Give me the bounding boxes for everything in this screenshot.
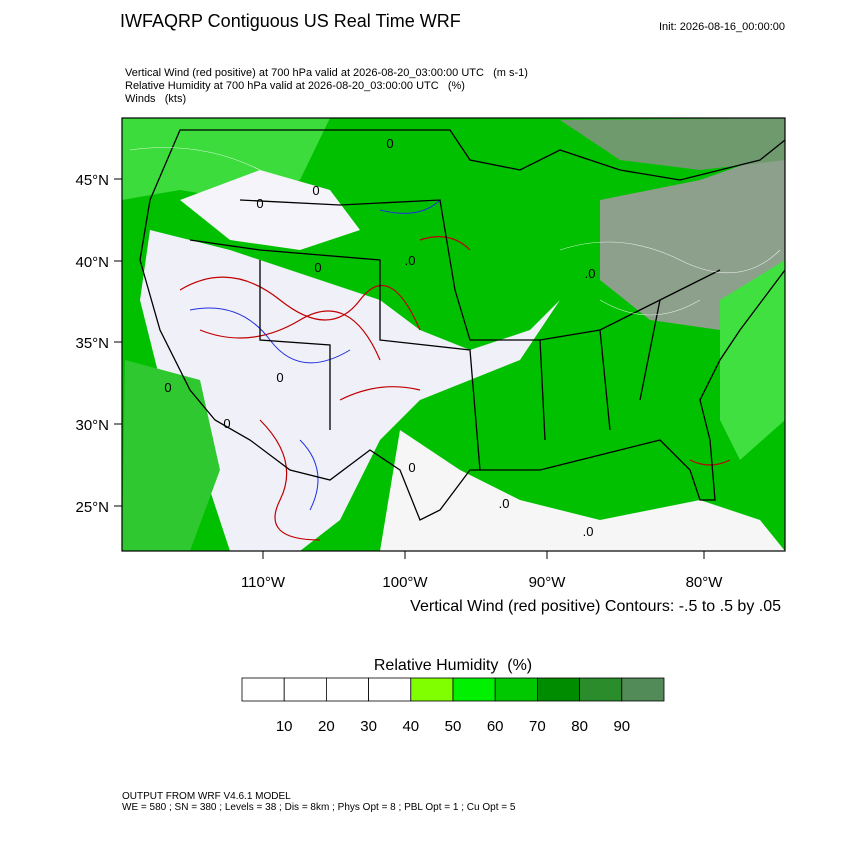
- contour-label: .0: [585, 266, 596, 281]
- subtitle: Vertical Wind (red positive) at 700 hPa …: [125, 67, 528, 79]
- contour-label: .0: [583, 524, 594, 539]
- contour-label: .0: [405, 253, 416, 268]
- subtitle: Winds (kts): [125, 93, 186, 105]
- colorbar-box: [494, 677, 538, 702]
- colorbar-label: 40: [402, 718, 419, 735]
- lon-label: 90°W: [529, 574, 567, 591]
- contour-label: 0: [256, 196, 263, 211]
- colorbar-box: [410, 677, 454, 702]
- contour-label: 0: [164, 380, 171, 395]
- title: IWFAQRP Contiguous US Real Time WRF: [120, 11, 461, 31]
- lat-label: 30°N: [75, 417, 109, 434]
- colorbar-box: [452, 677, 496, 702]
- contour-label: .0: [499, 496, 510, 511]
- colorbar-label: 10: [276, 718, 293, 735]
- lat-label: 45°N: [75, 172, 109, 189]
- contour-label: 0: [312, 183, 319, 198]
- contour-label: 0: [223, 416, 230, 431]
- colorbar-box: [283, 677, 327, 702]
- colorbar-label: 60: [487, 718, 504, 735]
- init-time: Init: 2026-08-16_00:00:00: [659, 21, 785, 33]
- lat-label: 25°N: [75, 499, 109, 516]
- colorbar-box: [241, 677, 285, 702]
- contour-info: Vertical Wind (red positive) Contours: -…: [410, 598, 781, 615]
- colorbar-label: 90: [613, 718, 630, 735]
- contour-label: 0: [408, 460, 415, 475]
- lon-label: 80°W: [686, 574, 724, 591]
- colorbar-box: [368, 677, 412, 702]
- colorbar-box: [325, 677, 369, 702]
- colorbar-label: 80: [571, 718, 588, 735]
- map-frame: [121, 117, 786, 552]
- lon-label: 110°W: [241, 574, 286, 591]
- colorbar-title: Relative Humidity (%): [374, 657, 532, 674]
- lat-label: 40°N: [75, 254, 109, 271]
- map: 0 0 0 .0 0 0 0 .0 .0 0 0 .0: [122, 118, 785, 551]
- lon-label: 100°W: [382, 574, 428, 591]
- contour-label: 0: [314, 260, 321, 275]
- contour-label: 0: [386, 136, 393, 151]
- colorbar-label: 20: [318, 718, 335, 735]
- subtitle: Relative Humidity at 700 hPa valid at 20…: [125, 80, 465, 92]
- colorbar-box: [537, 677, 581, 702]
- footer-line: OUTPUT FROM WRF V4.6.1 MODEL: [122, 791, 291, 802]
- colorbar-label: 50: [445, 718, 462, 735]
- lat-label: 35°N: [75, 335, 109, 352]
- colorbar-label: 70: [529, 718, 546, 735]
- contour-label: 0: [276, 370, 283, 385]
- colorbar-box: [579, 677, 623, 702]
- colorbar-box: [621, 677, 665, 702]
- footer-line: WE = 580 ; SN = 380 ; Levels = 38 ; Dis …: [122, 802, 516, 813]
- colorbar-label: 30: [360, 718, 377, 735]
